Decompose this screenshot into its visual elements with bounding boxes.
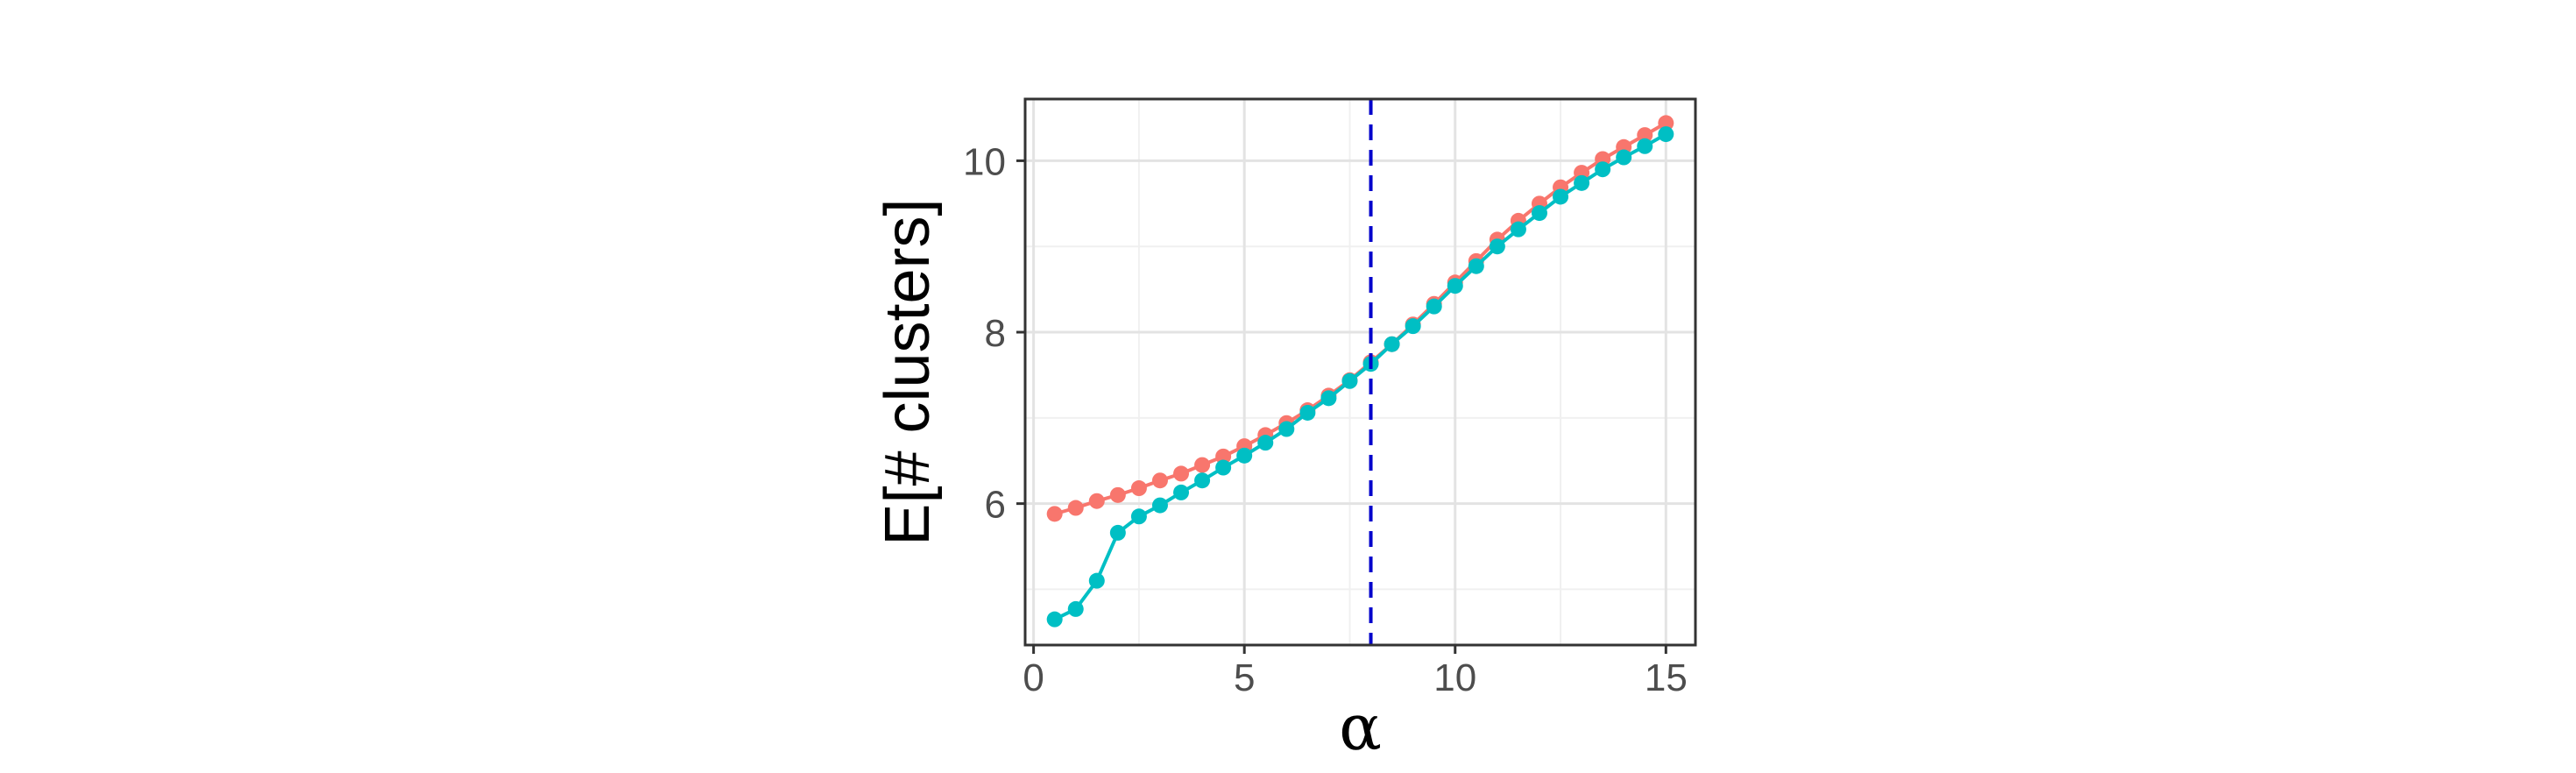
- data-point: [1130, 508, 1147, 525]
- data-point: [1489, 238, 1505, 255]
- data-point: [1341, 372, 1358, 389]
- major-grid: [1025, 99, 1695, 645]
- data-point: [1278, 421, 1295, 437]
- y-axis: 6 8 10: [963, 140, 1025, 527]
- data-point: [1320, 390, 1337, 407]
- data-point: [1173, 484, 1190, 500]
- series-line: [1053, 132, 1667, 621]
- data-point: [1151, 472, 1168, 489]
- x-tick-label: 0: [1023, 656, 1044, 699]
- x-axis: 0 5 10 15: [1023, 645, 1688, 699]
- data-point: [1531, 205, 1547, 222]
- y-tick-label: 8: [985, 312, 1006, 355]
- data-point: [1109, 486, 1126, 503]
- data-point: [1194, 457, 1211, 473]
- data-point: [1215, 448, 1232, 465]
- data-point: [1658, 115, 1674, 131]
- data-point: [1637, 127, 1653, 144]
- data-point: [1067, 600, 1084, 617]
- data-point: [1553, 188, 1569, 205]
- data-point: [1067, 500, 1084, 516]
- data-point: [1658, 126, 1674, 143]
- data-point: [1194, 472, 1211, 489]
- data-point: [1637, 138, 1653, 154]
- x-tick-label: 5: [1234, 656, 1255, 699]
- data-point: [1046, 611, 1063, 628]
- data-point: [1088, 572, 1105, 589]
- data-point: [1595, 161, 1611, 178]
- data-point: [1447, 278, 1463, 294]
- data-point: [1151, 497, 1168, 514]
- y-axis-title: E[# clusters]: [873, 198, 943, 545]
- y-tick-label: 6: [985, 484, 1006, 527]
- data-point: [1574, 174, 1590, 191]
- data-point: [1468, 258, 1484, 274]
- data-point: [1426, 298, 1442, 315]
- data-point: [1405, 318, 1421, 335]
- data-point: [1236, 447, 1253, 464]
- data-point: [1173, 465, 1190, 482]
- plot-panel-border: [1023, 97, 1697, 647]
- data-point: [1384, 336, 1400, 352]
- data-point: [1109, 524, 1126, 541]
- x-tick-label: 15: [1645, 656, 1688, 699]
- data-point: [1510, 221, 1526, 238]
- x-axis-title: α: [1339, 691, 1382, 764]
- series-layer: [1046, 115, 1674, 628]
- y-tick-label: 10: [963, 140, 1006, 183]
- data-point: [1088, 493, 1105, 509]
- data-point: [1616, 149, 1632, 166]
- x-tick-label: 10: [1433, 656, 1476, 699]
- data-point: [1130, 480, 1147, 497]
- data-point: [1046, 506, 1063, 522]
- data-point: [1299, 404, 1316, 421]
- data-point: [1257, 435, 1274, 451]
- data-point: [1215, 459, 1232, 476]
- series-2: [1046, 126, 1674, 628]
